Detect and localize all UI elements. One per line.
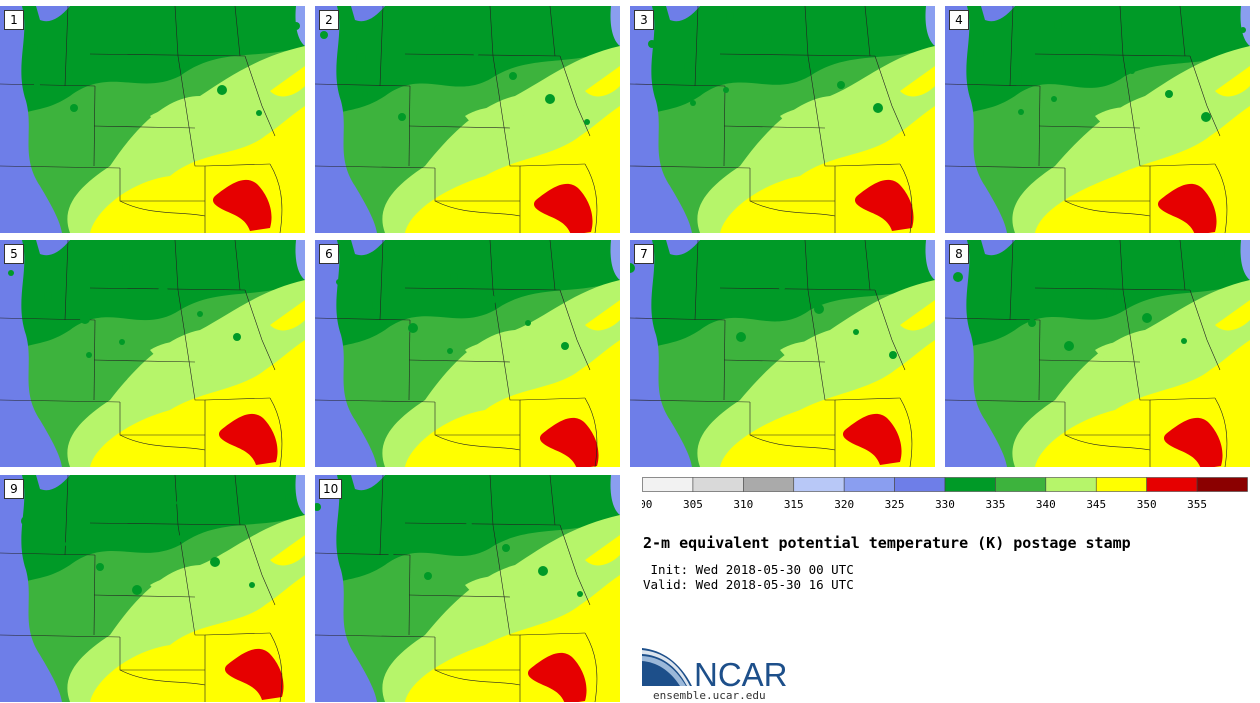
ncar-logo: NCAR [642,648,788,690]
theta-e-map [0,6,305,233]
colorbar-tick-label: 325 [885,498,905,511]
init-time: Init: Wed 2018-05-30 00 UTC [643,562,854,577]
figure-title: 2-m equivalent potential temperature (K)… [643,534,1131,552]
member-panel-2: 2 [315,6,620,233]
member-panel-6: 6 [315,240,620,467]
ensemble-url: ensemble.ucar.edu [653,689,766,702]
colorbar-segment [793,477,845,492]
theta-e-map [945,240,1250,467]
colorbar-segment [944,477,996,492]
member-panel-1: 1 [0,6,305,233]
theta-e-map [315,475,620,702]
colorbar-tick-label: 340 [1036,498,1056,511]
colorbar-tick-label: 330 [935,498,955,511]
colorbar-segment [1045,477,1097,492]
member-panel-7: 7 [630,240,935,467]
colorbar-tick-label: 310 [733,498,753,511]
member-label: 8 [949,244,969,264]
member-panel-10: 10 [315,475,620,702]
colorbar: 300 305 310 315 320 325 330 335 340 345 350 355 [642,477,1248,511]
colorbar-tick-label: 315 [784,498,804,511]
member-label: 9 [4,479,24,499]
member-label: 3 [634,10,654,30]
member-panel-3: 3 [630,6,935,233]
valid-time: Valid: Wed 2018-05-30 16 UTC [643,577,854,592]
member-label: 2 [319,10,339,30]
member-panel-9: 9 [0,475,305,702]
colorbar-segment [843,477,895,492]
theta-e-map [0,475,305,702]
colorbar-tick-label: 305 [683,498,703,511]
theta-e-map [945,6,1250,233]
theta-e-map [630,6,935,233]
member-label: 5 [4,244,24,264]
member-label: 6 [319,244,339,264]
colorbar-segment [1196,477,1248,492]
colorbar-segment [894,477,946,492]
colorbar-segment [1095,477,1147,492]
member-label: 1 [4,10,24,30]
colorbar-tick-label: 320 [834,498,854,511]
member-label: 4 [949,10,969,30]
theta-e-map [630,240,935,467]
colorbar-tick-label: 300 [642,498,652,511]
member-panel-8: 8 [945,240,1250,467]
colorbar-segment [692,477,744,492]
member-panel-5: 5 [0,240,305,467]
member-label: 10 [319,479,343,499]
theta-e-map [0,240,305,467]
colorbar-segment [642,477,694,492]
colorbar-tick-label: 350 [1137,498,1157,511]
colorbar-tick-label: 335 [985,498,1005,511]
theta-e-map [315,6,620,233]
colorbar-segment [743,477,795,492]
colorbar-segment [1146,477,1198,492]
theta-e-map [315,240,620,467]
member-label: 7 [634,244,654,264]
member-panel-4: 4 [945,6,1250,233]
colorbar-tick-label: 355 [1187,498,1207,511]
colorbar-segment [995,477,1047,492]
ncar-logo-text: NCAR [694,656,788,690]
colorbar-tick-label: 345 [1086,498,1106,511]
